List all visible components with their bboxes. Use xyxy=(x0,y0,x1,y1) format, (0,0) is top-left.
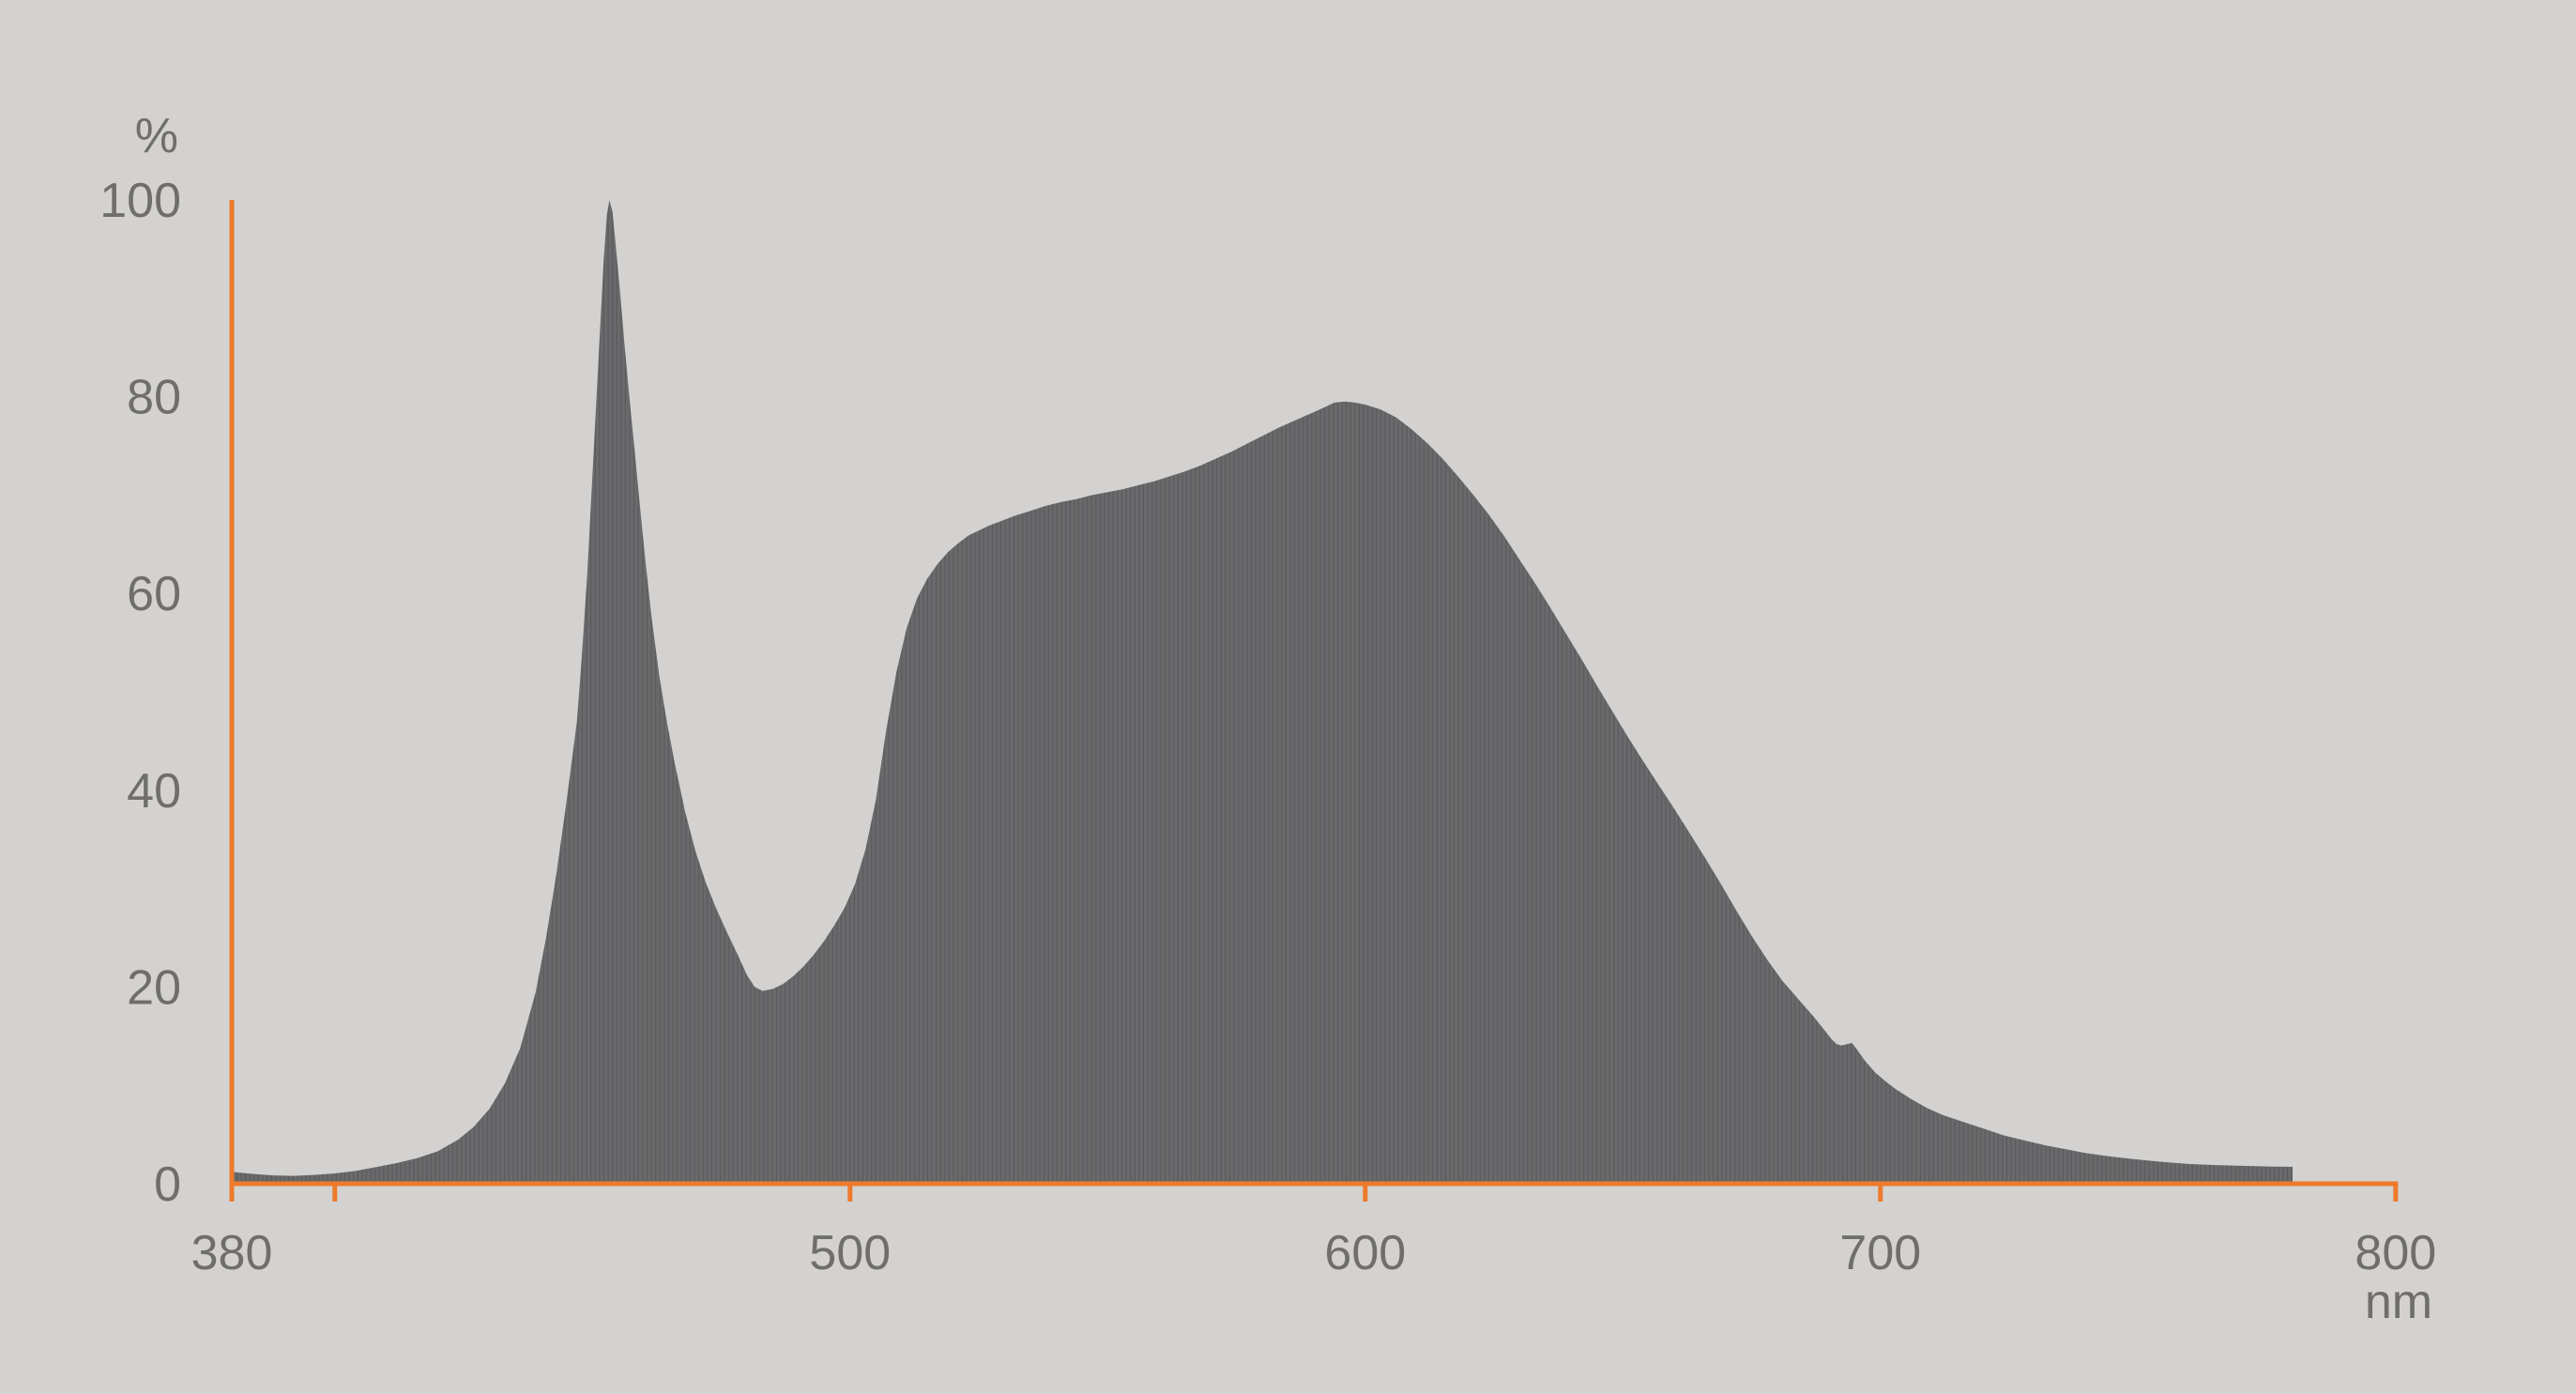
y-tick-label-0: 0 xyxy=(154,1157,181,1212)
x-axis-tick-800 xyxy=(2393,1181,2399,1202)
spectrum-area-fill xyxy=(232,200,2293,1182)
x-tick-label-380: 380 xyxy=(191,1226,273,1280)
x-axis-tick-700 xyxy=(1878,1181,1883,1202)
y-tick-label-60: 60 xyxy=(127,567,181,621)
x-axis-line xyxy=(229,1181,2399,1187)
x-axis-tick-500 xyxy=(847,1181,853,1202)
y-axis-unit-label: % xyxy=(135,109,178,163)
y-tick-label-80: 80 xyxy=(127,371,181,425)
x-axis-tick-labels: 380 500 600 700 800 xyxy=(191,1226,2437,1280)
y-axis-tick-labels: 0 20 40 60 80 100 xyxy=(99,174,181,1212)
x-axis-tick-400 xyxy=(332,1181,338,1202)
x-tick-label-600: 600 xyxy=(1324,1226,1406,1280)
x-axis-unit-label: nm xyxy=(2365,1275,2432,1329)
x-tick-label-800: 800 xyxy=(2355,1226,2436,1280)
x-tick-label-500: 500 xyxy=(809,1226,891,1280)
y-axis-line xyxy=(229,200,235,1202)
x-tick-label-700: 700 xyxy=(1839,1226,1921,1280)
axes xyxy=(229,200,2399,1202)
x-axis-tick-600 xyxy=(1363,1181,1368,1202)
y-tick-label-100: 100 xyxy=(99,174,181,228)
y-tick-label-20: 20 xyxy=(127,960,181,1015)
y-tick-label-40: 40 xyxy=(127,764,181,819)
